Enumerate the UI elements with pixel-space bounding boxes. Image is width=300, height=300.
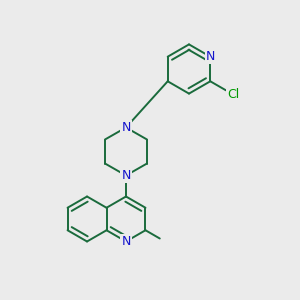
Text: N: N <box>206 50 215 63</box>
Text: N: N <box>121 169 131 182</box>
Text: N: N <box>121 121 131 134</box>
Text: Cl: Cl <box>227 88 239 101</box>
Text: N: N <box>121 235 131 248</box>
